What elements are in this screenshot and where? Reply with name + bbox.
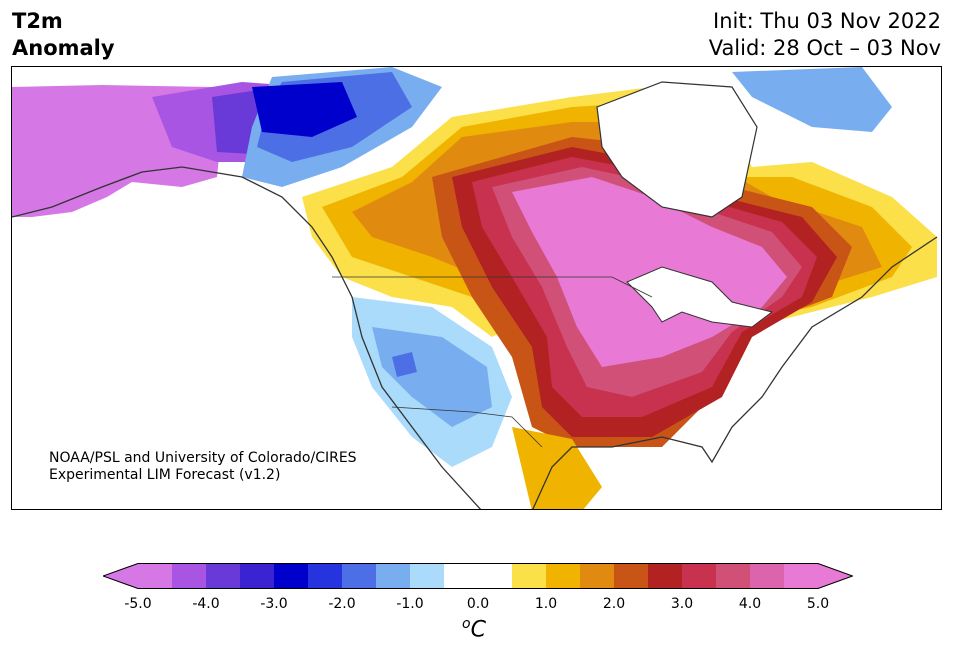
colorbar-tick-label: -2.0 (328, 596, 356, 612)
colorbar-unit: oC (462, 616, 486, 642)
unit-degree: o (462, 616, 471, 632)
colorbar-cell (648, 563, 683, 589)
us-mexico-border (391, 406, 543, 448)
colorbar-tick-label: -1.0 (396, 596, 424, 612)
us-canada-border (332, 276, 653, 298)
colorbar-ticks: -5.0 -4.0 -3.0 -2.0 -1.0 0.0 1.0 2.0 3.0 4.0 5.0 (0, 596, 953, 616)
colorbar-cell (478, 563, 513, 589)
colorbar-outline (103, 563, 853, 589)
colorbar-cell (716, 563, 751, 589)
unit-letter: C (470, 617, 486, 643)
valid-range: Valid: 28 Oct – 03 Nov (708, 36, 941, 60)
gulf-warm-edge (512, 427, 602, 509)
colorbar-cell (784, 563, 819, 589)
colorbar-cell (342, 563, 377, 589)
colorbar-tick-label: -3.0 (260, 596, 288, 612)
greenland-cool (732, 67, 892, 132)
title-line-1: T2m (12, 9, 63, 33)
colorbar-cell (138, 563, 173, 589)
credit-line-2: Experimental LIM Forecast (v1.2) (49, 467, 281, 483)
map-subtitle: Init: Thu 03 Nov 2022 Valid: 28 Oct – 03… (709, 8, 941, 62)
colorbar-cell (206, 563, 241, 589)
colorbar-tick-label: 2.0 (602, 596, 626, 612)
yukon-cold-core (252, 82, 357, 137)
colorbar-tick-label: 3.0 (670, 596, 694, 612)
colorbar-tick-label: 4.0 (738, 596, 762, 612)
colorbar-over-arrow (818, 563, 853, 589)
colorbar-cell (546, 563, 581, 589)
colorbar-cell (750, 563, 785, 589)
atlantic-coastline (532, 236, 938, 509)
colorbar-cell (444, 563, 479, 589)
pacific-coastline (12, 166, 482, 509)
hudson-bay (596, 81, 758, 218)
colorbar-cell (376, 563, 411, 589)
southwest-cool-core (392, 352, 417, 377)
map-title: T2m Anomaly (12, 8, 115, 62)
map-canvas (12, 67, 938, 509)
colorbar-cell (580, 563, 615, 589)
colorbar (103, 563, 853, 589)
colorbar-cell (682, 563, 717, 589)
southwest-cool-inner (372, 327, 492, 427)
colorbar-under-arrow (103, 563, 138, 589)
colorbar-cell (240, 563, 275, 589)
colorbar-cell (410, 563, 445, 589)
colorbar-cell (274, 563, 309, 589)
great-lakes (626, 266, 774, 328)
colorbar-cell (308, 563, 343, 589)
colorbar-cell (172, 563, 207, 589)
colorbar-tick-label: -4.0 (192, 596, 220, 612)
anomaly-map (11, 66, 942, 510)
colorbar-tick-label: 0.0 (466, 596, 490, 612)
init-date: Init: Thu 03 Nov 2022 (713, 9, 941, 33)
title-line-2: Anomaly (12, 36, 115, 60)
credit-line-1: NOAA/PSL and University of Colorado/CIRE… (49, 450, 357, 466)
colorbar-cell (512, 563, 547, 589)
colorbar-tick-label: 1.0 (534, 596, 558, 612)
colorbar-cells (138, 563, 819, 589)
colorbar-cell (614, 563, 649, 589)
credit-text: NOAA/PSL and University of Colorado/CIRE… (49, 450, 357, 484)
colorbar-tick-label: -5.0 (124, 596, 152, 612)
colorbar-tick-label: 5.0 (806, 596, 830, 612)
